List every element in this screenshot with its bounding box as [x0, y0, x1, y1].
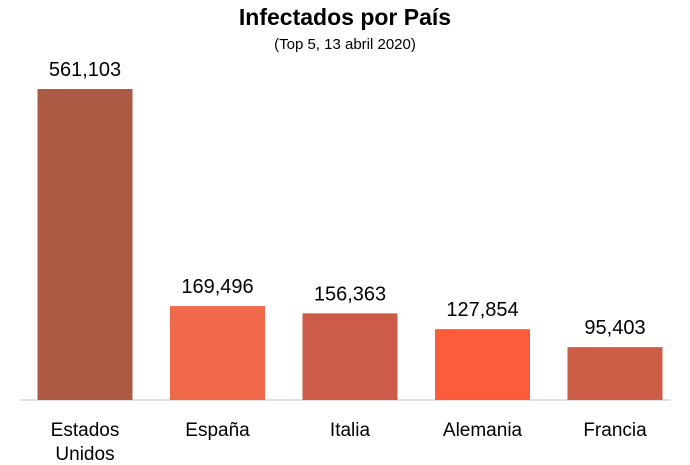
chart-subtitle: (Top 5, 13 abril 2020): [274, 36, 416, 53]
data-label-2: 156,363: [314, 283, 386, 305]
category-label-1: España: [185, 420, 250, 441]
data-label-0: 561,103: [49, 59, 121, 81]
category-label-4: Francia: [583, 420, 647, 441]
bar-4: [567, 347, 663, 400]
bar-0: [37, 89, 133, 400]
category-label-3: Alemania: [443, 420, 523, 441]
bar-2: [302, 313, 398, 400]
bar-3: [435, 329, 530, 400]
data-label-4: 95,403: [584, 317, 645, 339]
data-label-3: 127,854: [446, 299, 518, 321]
bar-1: [170, 306, 265, 400]
category-label-0-line-1: Unidos: [55, 444, 114, 465]
category-label-0: Estados: [51, 420, 120, 441]
data-label-1: 169,496: [181, 276, 253, 298]
category-label-2: Italia: [330, 420, 371, 441]
chart-title: Infectados por País: [238, 4, 452, 30]
